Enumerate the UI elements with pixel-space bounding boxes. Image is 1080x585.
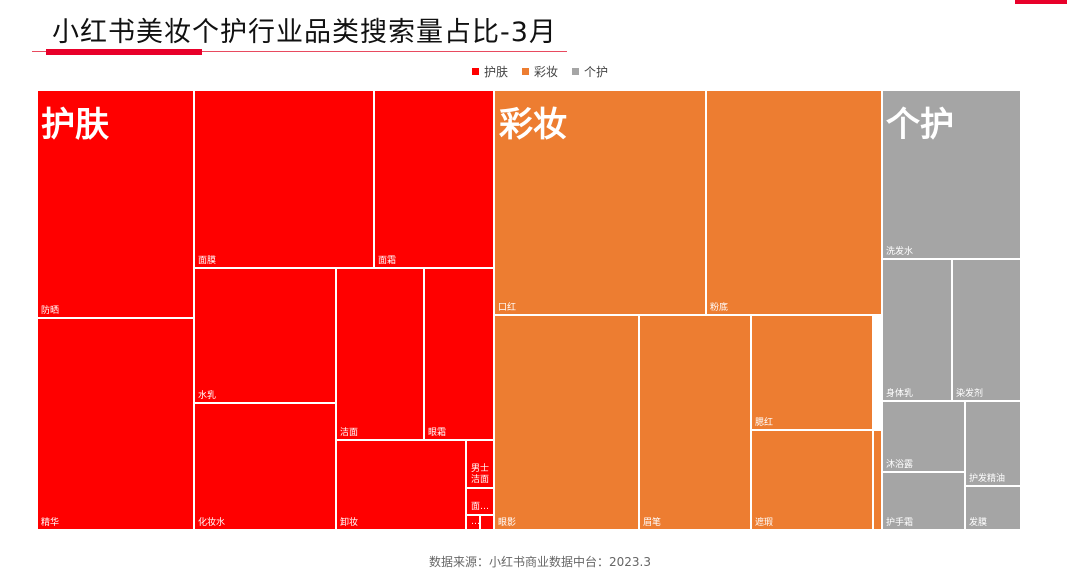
treemap-cell-label: 眼霜 xyxy=(428,427,446,438)
treemap-cell-skincare-9 xyxy=(465,439,495,489)
top-accent-bar xyxy=(1015,0,1067,4)
treemap-cell-label: 洗发水 xyxy=(886,245,913,257)
legend-label-makeup: 彩妆 xyxy=(533,64,558,79)
treemap-cell-personal-care-5 xyxy=(964,400,1022,487)
treemap-cell-label: 水乳 xyxy=(198,389,216,401)
treemap-cell-makeup-1 xyxy=(705,89,883,316)
treemap-cell-label: 身体乳 xyxy=(886,387,913,399)
treemap-cell-personal-care-6 xyxy=(964,485,1022,531)
treemap-cell-personal-care-4 xyxy=(881,471,966,531)
legend-item-skincare: 护肤 xyxy=(471,62,508,80)
treemap-cell-skincare-1 xyxy=(36,317,195,531)
legend-swatch-personal-care xyxy=(572,67,579,75)
treemap-cell-skincare-6 xyxy=(335,267,425,441)
legend-label-skincare: 护肤 xyxy=(483,64,508,79)
treemap-cell-skincare-2 xyxy=(193,89,375,269)
treemap-cell-personal-care-1 xyxy=(881,258,953,402)
treemap-cell-label: 面霜 xyxy=(378,255,396,266)
title-underline xyxy=(32,51,567,52)
treemap-cell-label: 护手霜 xyxy=(886,516,913,528)
legend-label-personal-care: 个护 xyxy=(584,64,609,79)
treemap-cell-makeup-3 xyxy=(638,314,752,531)
treemap-cell-label: 发膜 xyxy=(969,516,987,528)
legend-swatch-skincare xyxy=(471,67,479,75)
chart-legend: 护肤 彩妆 个护 xyxy=(0,62,1080,80)
page-title: 小红书美妆个护行业品类搜索量占比-3月 xyxy=(52,17,557,48)
treemap-group-label-personal-care: 个护 xyxy=(886,105,954,145)
treemap-cell-personal-care-2 xyxy=(951,258,1022,402)
treemap-cell-label: 化妆水 xyxy=(198,516,225,528)
treemap-cell-label: 男士洁面 xyxy=(471,462,489,485)
treemap-cell-label: 面… xyxy=(471,501,489,512)
data-source-note: 数据来源：小红书商业数据中台：2023.3 xyxy=(429,555,651,569)
treemap-cell-label: … xyxy=(471,517,480,527)
treemap-cell-label: 染发剂 xyxy=(956,387,983,399)
treemap-cell-skincare-3 xyxy=(373,89,495,269)
treemap-cell-label: 遮瑕 xyxy=(755,516,773,528)
treemap-cell-skincare-8 xyxy=(335,439,467,531)
treemap-cell-label: 精华 xyxy=(41,516,59,528)
treemap-cell-label: 眼影 xyxy=(498,517,516,528)
treemap-group-label-skincare: 护肤 xyxy=(41,105,109,145)
treemap-cell-label: 沐浴露 xyxy=(886,458,913,470)
treemap-group-label-makeup: 彩妆 xyxy=(499,105,567,145)
treemap-cell-skincare-12 xyxy=(479,514,495,531)
treemap-cell-makeup-6 xyxy=(872,429,883,531)
treemap-cell-label: 面膜 xyxy=(198,255,216,266)
legend-swatch-makeup xyxy=(521,67,529,75)
treemap-cell-label: 腮红 xyxy=(755,416,773,428)
treemap-cell-label: 防晒 xyxy=(41,304,59,316)
treemap-cell-makeup-4 xyxy=(750,314,874,431)
title-accent-bar xyxy=(46,49,202,55)
treemap-cell-skincare-5 xyxy=(193,402,337,531)
treemap-cell-label: 洁面 xyxy=(340,426,358,438)
treemap-cell-label: 卸妆 xyxy=(340,516,358,528)
treemap-cell-personal-care-0 xyxy=(881,89,1022,260)
treemap-cell-makeup-5 xyxy=(750,429,874,531)
treemap-cell-label: 粉底 xyxy=(710,301,728,313)
treemap-cell-label: 护发精油 xyxy=(969,472,1005,484)
treemap-cell-label: 眉笔 xyxy=(643,516,661,528)
legend-item-makeup: 彩妆 xyxy=(521,62,558,80)
treemap-cell-label: 口红 xyxy=(498,301,516,313)
legend-item-personal-care: 个护 xyxy=(572,62,608,80)
treemap-cell-skincare-4 xyxy=(193,267,337,404)
treemap-cell-makeup-2 xyxy=(493,314,640,531)
treemap-cell-skincare-7 xyxy=(423,267,495,441)
